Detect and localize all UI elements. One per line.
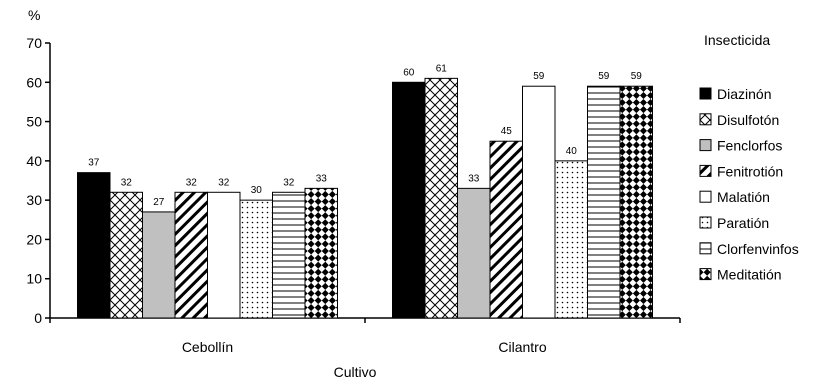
bar-value-label: 33: [316, 173, 328, 184]
legend-swatch: [699, 139, 712, 152]
legend-label: Meditatión: [717, 267, 782, 283]
legend-label: Diazinón: [717, 86, 771, 102]
legend-label: Disulfotón: [717, 112, 779, 128]
legend-swatch: [699, 242, 712, 255]
bar-value-label: 45: [501, 126, 513, 137]
legend-label: Paratión: [717, 215, 769, 231]
bar: [109, 191, 143, 319]
legend-swatch: [699, 268, 712, 281]
y-tick-label: 60: [26, 74, 42, 90]
legend-swatch: [699, 87, 712, 100]
y-tick-label: 40: [26, 153, 42, 169]
x-axis: [49, 317, 681, 323]
y-tick-label: 0: [34, 310, 42, 326]
value-labels-group: 37 32 27 32 32 30 32 33 60 61 33 45 59 40 59 59: [88, 63, 642, 208]
bar: [272, 191, 306, 319]
bar: [239, 199, 273, 319]
legend-label: Fenitrotión: [717, 163, 783, 179]
x-axis-title: Cultivo: [334, 364, 377, 380]
bar: [424, 77, 458, 319]
bar: [174, 191, 208, 319]
legend-item: Diazinón: [699, 86, 771, 102]
legend-item: Clorfenvinfos: [699, 241, 799, 257]
category-label: Cebollín: [182, 339, 233, 355]
bar-value-label: 32: [186, 177, 198, 188]
legend-item: Fenitrotión: [699, 163, 783, 179]
y-tick-label: 50: [26, 114, 42, 130]
bar: [142, 211, 176, 319]
y-tick-label: 20: [26, 231, 42, 247]
bar-value-label: 30: [251, 185, 263, 196]
bar: [77, 172, 111, 319]
y-tick-label: 70: [26, 35, 42, 51]
bar-value-label: 59: [631, 71, 643, 82]
bar: [489, 140, 523, 319]
legend-title: Insecticida: [704, 32, 770, 48]
category-label: Cilantro: [498, 339, 546, 355]
bar: [522, 85, 556, 319]
bar-value-label: 40: [566, 146, 578, 157]
bar-value-label: 32: [218, 177, 230, 188]
y-axis-unit-label: %: [28, 7, 40, 23]
bar-value-label: 59: [533, 71, 545, 82]
legend-item: Meditatión: [699, 267, 782, 283]
legend-item: Malatión: [699, 189, 770, 205]
legend-label: Malatión: [717, 189, 770, 205]
bar-value-label: 60: [403, 67, 415, 78]
legend-label: Fenclorfos: [717, 138, 782, 154]
bar-value-label: 59: [598, 71, 610, 82]
y-axis: 0 10 20 30 40 50 60 70: [26, 35, 51, 326]
bar: [207, 191, 241, 319]
bar-value-label: 61: [436, 63, 448, 74]
bars-group: [77, 77, 653, 319]
bar: [457, 187, 491, 319]
bar: [619, 85, 653, 319]
legend-item: Paratión: [699, 215, 769, 231]
legend-swatch: [699, 216, 712, 229]
legend-label: Clorfenvinfos: [717, 241, 799, 257]
legend-swatch: [699, 190, 712, 203]
bar: [587, 85, 621, 319]
legend-item: Fenclorfos: [699, 138, 782, 154]
bar-value-label: 27: [153, 197, 165, 208]
legend: Diazinón Disulfotón Fenclorfos Fenitrotión M…: [699, 86, 799, 283]
y-tick-label: 10: [26, 271, 42, 287]
bar: [554, 160, 588, 319]
bar-value-label: 37: [88, 158, 100, 169]
legend-item: Disulfotón: [699, 112, 779, 128]
bar-value-label: 33: [468, 173, 480, 184]
bar-value-label: 32: [283, 177, 295, 188]
bar: [392, 81, 426, 319]
y-tick-label: 30: [26, 192, 42, 208]
category-labels-group: Cebollín Cilantro: [182, 339, 547, 355]
bar-value-label: 32: [121, 177, 133, 188]
legend-swatch: [699, 113, 712, 126]
legend-swatch: [699, 164, 712, 177]
bar: [304, 187, 338, 319]
